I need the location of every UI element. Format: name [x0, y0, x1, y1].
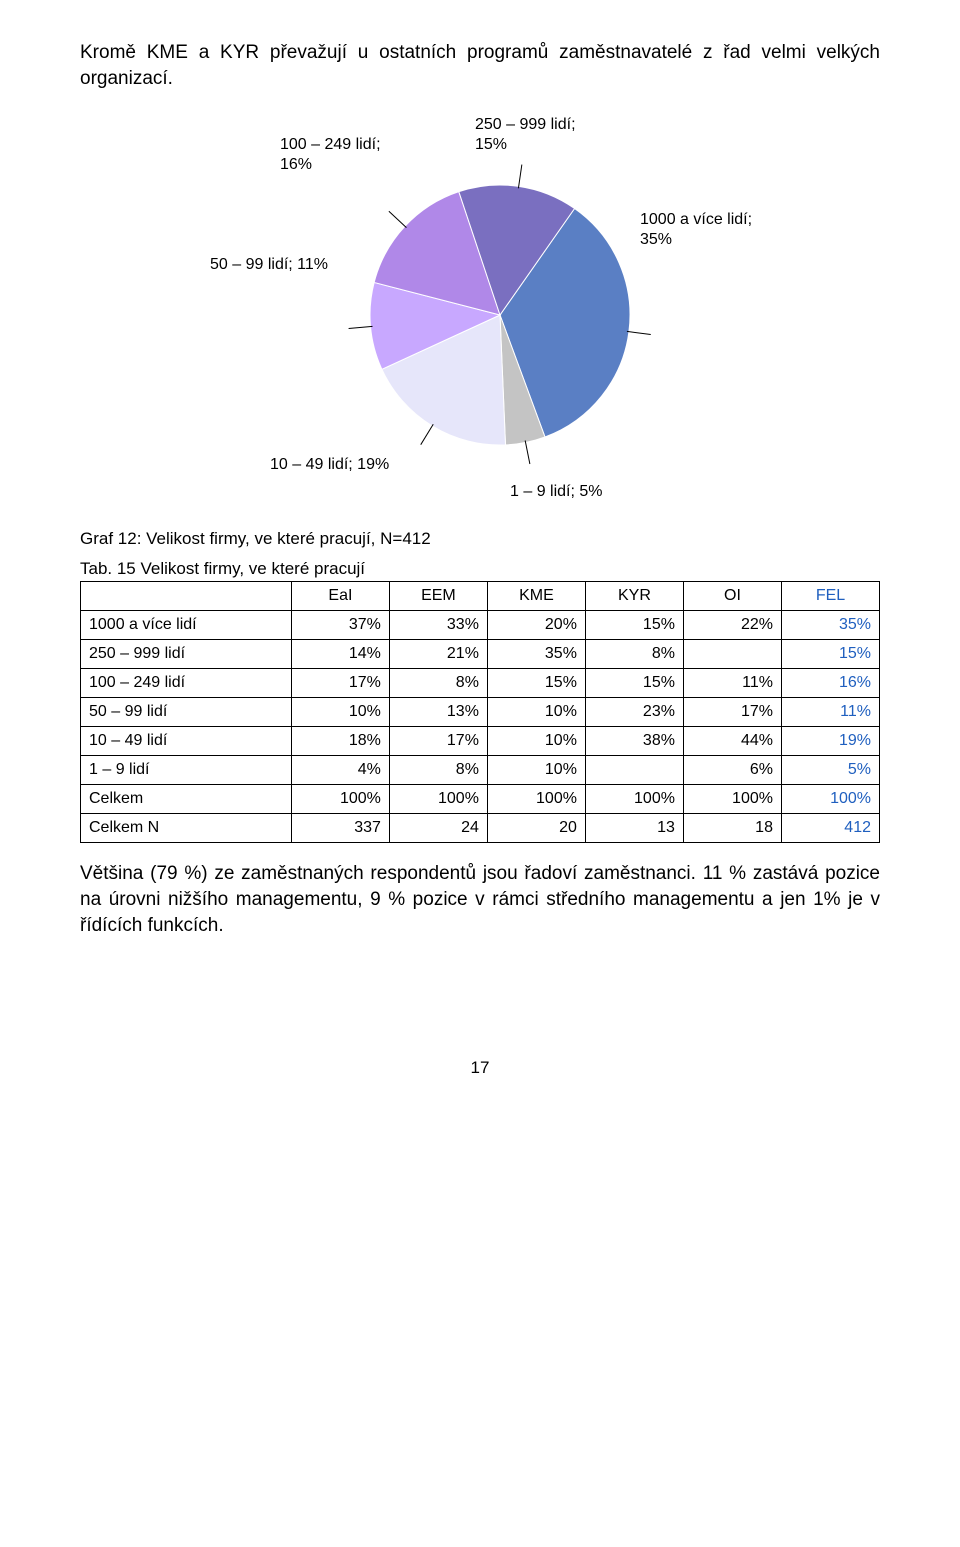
- pie-chart: 1000 a více lidí; 35% 1 – 9 lidí; 5% 10 – …: [200, 115, 760, 505]
- col-header: EaI: [291, 582, 389, 611]
- chart-caption: Graf 12: Velikost firmy, ve které pracuj…: [80, 529, 880, 549]
- row-label: 1000 a více lidí: [81, 611, 292, 640]
- table-row: Celkem N33724201318412: [81, 814, 880, 843]
- cell: 22%: [683, 611, 781, 640]
- data-table: EaIEEMKMEKYROIFEL 1000 a více lidí37%33%…: [80, 581, 880, 843]
- col-header: KME: [487, 582, 585, 611]
- cell: 10%: [487, 698, 585, 727]
- cell: 100%: [389, 785, 487, 814]
- pie-label: 250 – 999 lidí; 15%: [475, 115, 576, 155]
- cell: 44%: [683, 727, 781, 756]
- table-row: 250 – 999 lidí14%21%35%8% 15%: [81, 640, 880, 669]
- cell: [683, 640, 781, 669]
- cell: 100%: [683, 785, 781, 814]
- table-row: 100 – 249 lidí17%8%15%15%11%16%: [81, 669, 880, 698]
- pie-label: 50 – 99 lidí; 11%: [210, 255, 328, 275]
- cell: 100%: [291, 785, 389, 814]
- cell: 337: [291, 814, 389, 843]
- row-label: 10 – 49 lidí: [81, 727, 292, 756]
- pie-label: 100 – 249 lidí; 16%: [280, 135, 381, 175]
- cell: 37%: [291, 611, 389, 640]
- table-row: 1 – 9 lidí4%8%10% 6%5%: [81, 756, 880, 785]
- after-text: Většina (79 %) ze zaměstnaných responden…: [80, 861, 880, 938]
- row-label: 1 – 9 lidí: [81, 756, 292, 785]
- cell: 18: [683, 814, 781, 843]
- cell: 11%: [683, 669, 781, 698]
- cell: 13%: [389, 698, 487, 727]
- cell: 17%: [683, 698, 781, 727]
- cell: 17%: [291, 669, 389, 698]
- cell: 100%: [585, 785, 683, 814]
- col-header: OI: [683, 582, 781, 611]
- cell: 17%: [389, 727, 487, 756]
- col-header: [81, 582, 292, 611]
- cell: 8%: [389, 756, 487, 785]
- table-row: Celkem100%100%100%100%100%100%: [81, 785, 880, 814]
- row-label: 250 – 999 lidí: [81, 640, 292, 669]
- pie-label: 1000 a více lidí; 35%: [640, 210, 752, 250]
- cell: 6%: [683, 756, 781, 785]
- cell: 100%: [781, 785, 879, 814]
- cell: 18%: [291, 727, 389, 756]
- cell: 24: [389, 814, 487, 843]
- cell: 14%: [291, 640, 389, 669]
- intro-text: Kromě KME a KYR převažují u ostatních pr…: [80, 40, 880, 91]
- page-number: 17: [80, 1058, 880, 1078]
- cell: 13: [585, 814, 683, 843]
- cell: 38%: [585, 727, 683, 756]
- cell: [585, 756, 683, 785]
- cell: 8%: [585, 640, 683, 669]
- cell: 15%: [585, 611, 683, 640]
- row-label: Celkem: [81, 785, 292, 814]
- cell: 16%: [781, 669, 879, 698]
- cell: 15%: [781, 640, 879, 669]
- cell: 35%: [487, 640, 585, 669]
- table-title: Tab. 15 Velikost firmy, ve které pracují: [80, 559, 880, 579]
- row-label: 50 – 99 lidí: [81, 698, 292, 727]
- cell: 21%: [389, 640, 487, 669]
- cell: 5%: [781, 756, 879, 785]
- cell: 10%: [487, 756, 585, 785]
- table-row: 10 – 49 lidí18%17%10%38%44%19%: [81, 727, 880, 756]
- cell: 33%: [389, 611, 487, 640]
- cell: 15%: [585, 669, 683, 698]
- pie-label: 1 – 9 lidí; 5%: [510, 482, 603, 502]
- table-row: 50 – 99 lidí10%13%10%23%17%11%: [81, 698, 880, 727]
- col-header: KYR: [585, 582, 683, 611]
- cell: 35%: [781, 611, 879, 640]
- row-label: 100 – 249 lidí: [81, 669, 292, 698]
- row-label: Celkem N: [81, 814, 292, 843]
- cell: 100%: [487, 785, 585, 814]
- cell: 15%: [487, 669, 585, 698]
- cell: 4%: [291, 756, 389, 785]
- cell: 11%: [781, 698, 879, 727]
- cell: 23%: [585, 698, 683, 727]
- cell: 20: [487, 814, 585, 843]
- cell: 10%: [291, 698, 389, 727]
- col-header: EEM: [389, 582, 487, 611]
- cell: 8%: [389, 669, 487, 698]
- col-header: FEL: [781, 582, 879, 611]
- table-row: 1000 a více lidí37%33%20%15%22%35%: [81, 611, 880, 640]
- cell: 19%: [781, 727, 879, 756]
- cell: 10%: [487, 727, 585, 756]
- cell: 412: [781, 814, 879, 843]
- pie-label: 10 – 49 lidí; 19%: [270, 455, 389, 475]
- cell: 20%: [487, 611, 585, 640]
